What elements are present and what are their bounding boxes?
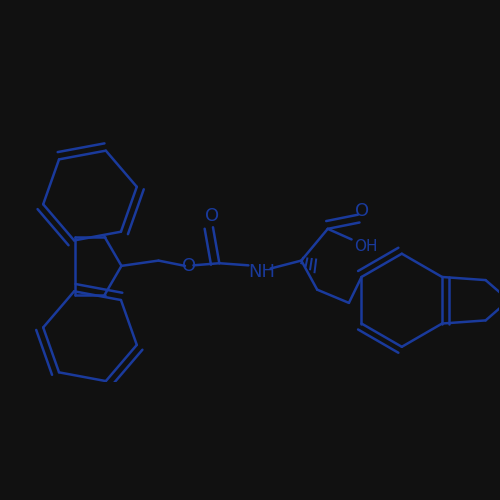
Text: NH: NH [248, 263, 275, 281]
Text: OH: OH [354, 239, 378, 254]
Text: O: O [355, 202, 369, 220]
Text: O: O [205, 206, 219, 224]
Text: O: O [182, 257, 196, 275]
